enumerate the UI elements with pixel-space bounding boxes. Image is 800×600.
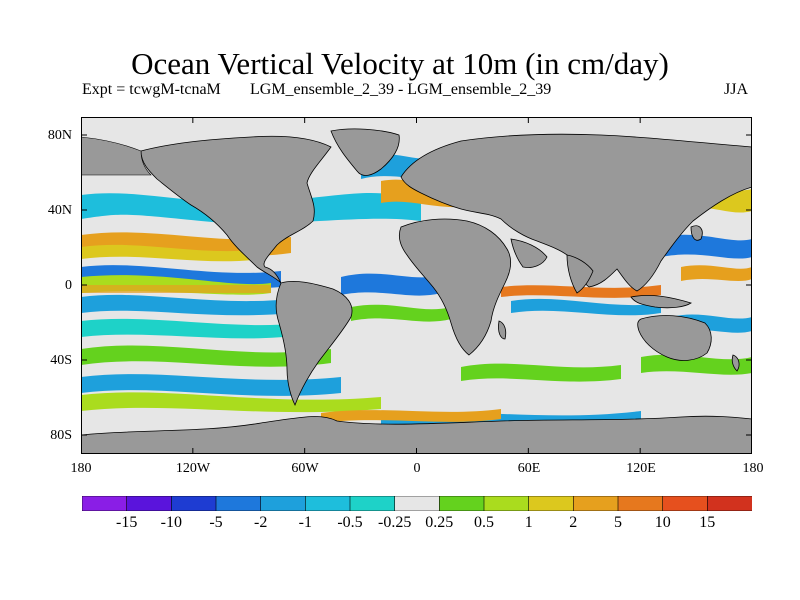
colorbar-swatch — [82, 496, 128, 511]
lon-label-60w: 60W — [291, 461, 319, 476]
colorbar-swatch — [707, 496, 752, 511]
arctic-region — [81, 117, 752, 136]
experiment-label: Expt = tcwgM-tcnaM — [82, 81, 221, 98]
antarctica — [81, 415, 752, 454]
colorbar-label: -5 — [209, 514, 223, 531]
colorbar-label: -1 — [298, 514, 312, 531]
colorbar-swatch — [260, 496, 306, 511]
lat-label-40n: 40N — [47, 203, 72, 218]
colorbar-swatch — [305, 496, 351, 511]
colorbar-label: -0.25 — [378, 514, 412, 531]
australia — [637, 315, 712, 361]
colorbar-swatch — [483, 496, 530, 511]
lat-label-80n: 80N — [47, 128, 72, 143]
africa — [399, 218, 511, 356]
colorbar-swatch — [573, 496, 619, 511]
colorbar — [82, 496, 752, 511]
colorbar-swatch — [528, 496, 574, 511]
world-map — [81, 117, 752, 454]
colorbar-label: 1 — [524, 514, 533, 531]
colorbar-swatch — [617, 496, 664, 511]
colorbar-label: -10 — [160, 514, 182, 531]
colorbar-label: 5 — [614, 514, 622, 531]
colorbar-swatch — [215, 496, 262, 511]
colorbar-swatch — [439, 496, 485, 511]
colorbar-label: 0.25 — [425, 514, 454, 531]
lat-label-0: 0 — [65, 278, 72, 293]
colorbar-label: 0.5 — [474, 514, 494, 531]
colorbar-swatch — [171, 496, 217, 511]
lon-label-60e: 60E — [517, 461, 541, 476]
lon-label-180w: 180 — [70, 461, 92, 476]
colorbar-label: -0.5 — [337, 514, 363, 531]
colorbar-label: -2 — [254, 514, 268, 531]
axis-ticks — [81, 117, 752, 454]
landmasses — [81, 128, 752, 454]
colorbar-label: 2 — [569, 514, 578, 531]
colorbar-label: 15 — [699, 514, 716, 531]
map-panel — [81, 117, 752, 454]
eurasia — [400, 133, 752, 292]
colorbar-label: -15 — [116, 514, 138, 531]
season-label: JJA — [724, 81, 749, 98]
colorbar-swatch — [349, 496, 396, 511]
north-america — [140, 135, 332, 284]
lon-label-180e: 180 — [742, 461, 764, 476]
greenland — [330, 128, 400, 176]
chart-title: Ocean Vertical Velocity at 10m (in cm/da… — [131, 46, 669, 81]
colorbar-label: 10 — [654, 514, 671, 531]
lon-label-120w: 120W — [175, 461, 211, 476]
colorbar-swatch — [126, 496, 172, 511]
south-america — [275, 281, 353, 406]
colorbar-swatch — [394, 496, 440, 511]
lat-label-80s: 80S — [50, 428, 72, 443]
lon-label-120e: 120E — [626, 461, 656, 476]
colorbar-swatch — [662, 496, 708, 511]
lat-label-40s: 40S — [50, 353, 72, 368]
lon-label-0: 0 — [413, 461, 421, 476]
ensemble-label: LGM_ensemble_2_39 - LGM_ensemble_2_39 — [250, 81, 552, 98]
